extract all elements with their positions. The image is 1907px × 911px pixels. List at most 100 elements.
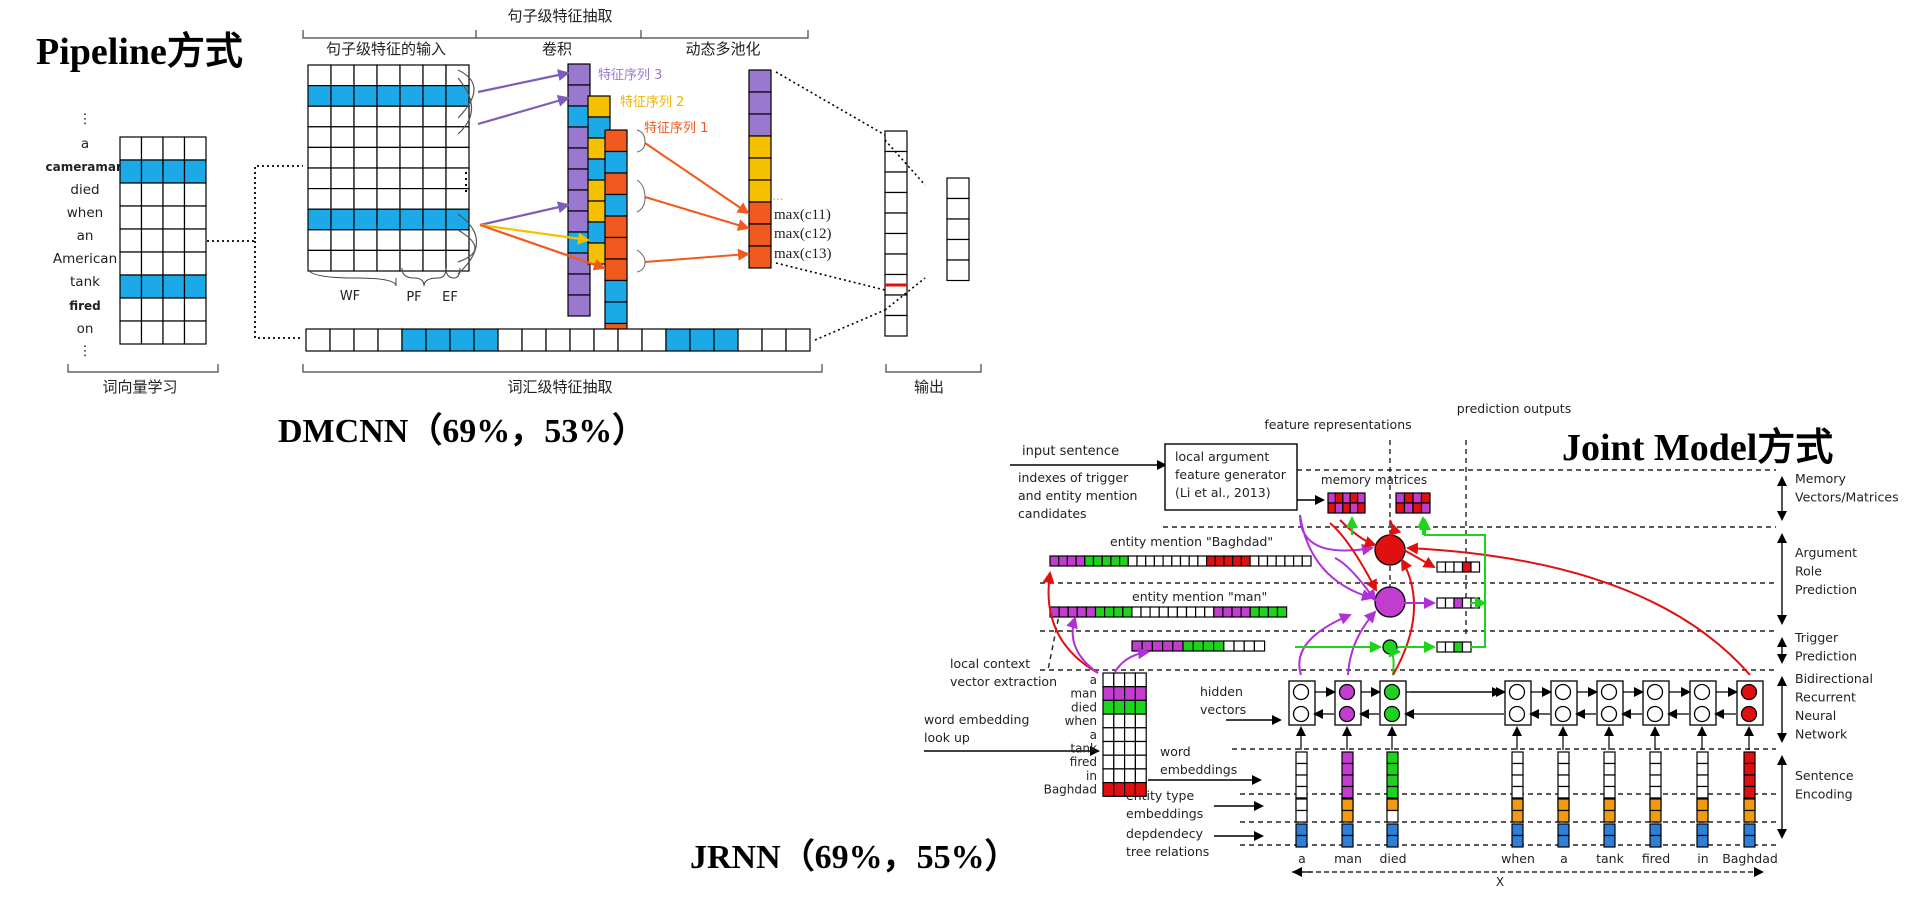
birnn-label-3: Network — [1795, 727, 1848, 742]
word-embeddings-line-1: word — [1160, 744, 1191, 759]
word-embedding-cell — [1295, 751, 1308, 765]
memory-matrix-cell — [1395, 502, 1406, 514]
input-feature-cell — [353, 126, 378, 149]
lexical-feature-label: 词汇级特征抽取 — [507, 378, 612, 396]
word-7: tank — [70, 274, 100, 290]
embedding-cell — [162, 228, 186, 253]
entity-baghdad-cell — [1284, 555, 1295, 567]
local-argument-box — [1164, 443, 1298, 511]
word-embedding-cell — [1603, 762, 1616, 776]
entity-baghdad-cell — [1101, 555, 1112, 567]
trigger-indexes-line-3: candidates — [1018, 506, 1087, 521]
memory-matrix-cell — [1327, 502, 1337, 514]
embed-word-8: Baghdad — [1044, 783, 1097, 797]
entity-baghdad-cell — [1136, 555, 1147, 567]
input-feature-cell — [399, 167, 424, 190]
entity-type-cell — [1295, 809, 1308, 823]
entity-man-label: entity mention "man" — [1132, 589, 1267, 604]
memory-matrix-cell — [1356, 492, 1366, 504]
embedding-cell — [183, 159, 207, 184]
entity-man-cell — [1131, 606, 1142, 618]
sentence-label-0: Sentence — [1795, 768, 1854, 783]
entity-man-cell — [1067, 606, 1078, 618]
prediction-outputs-label: prediction outputs — [1457, 401, 1571, 416]
jrnn-diagram: Memory Vectors/Matrices Argument Role Predic… — [924, 401, 1899, 889]
trigger-pred-cell — [1444, 641, 1455, 653]
pool-arrow-3 — [644, 248, 750, 263]
argument-node-baghdad — [1374, 534, 1406, 566]
trigger-pred-cell — [1461, 641, 1472, 653]
input-feature-cell — [307, 126, 332, 149]
entity-baghdad-cell — [1084, 555, 1095, 567]
entity-man-cell — [1149, 606, 1160, 618]
local-context-line-1: local context — [950, 656, 1030, 671]
entity-man-cell — [1276, 606, 1288, 618]
embedding-table-cell — [1102, 740, 1115, 756]
bottom-word-1: man — [1334, 851, 1362, 866]
dependency-cell — [1341, 834, 1354, 848]
input-feature-cell — [330, 188, 355, 210]
input-feature-cell — [399, 229, 424, 252]
word-1: a — [81, 136, 89, 152]
word-embeddings-line-2: embeddings — [1160, 762, 1237, 777]
lexical-cell — [425, 328, 451, 352]
entity-man-cell — [1176, 606, 1188, 618]
entity-baghdad-cell — [1066, 555, 1077, 567]
entity-type-cell — [1649, 798, 1662, 812]
word-embedding-cell — [1649, 774, 1662, 788]
word-vector-bracket — [67, 364, 219, 373]
embedding-cell — [183, 297, 207, 322]
lexical-cell — [665, 328, 691, 352]
word-4: when — [67, 205, 103, 221]
embedding-table-cell — [1134, 727, 1147, 743]
bottom-word-2: died — [1379, 851, 1406, 866]
memory-matrix-cell — [1403, 492, 1414, 504]
trigger-indexes-line-1: indexes of trigger — [1018, 470, 1129, 485]
max-label-c11: max(c11) — [774, 207, 831, 223]
input-feature-cell — [445, 146, 470, 169]
dmcnn-caption: DMCNN（69%，53%） — [278, 411, 646, 450]
embedding-cell — [183, 251, 207, 276]
word-embedding-cell — [1557, 751, 1570, 765]
joint-flow-arrow-17 — [1419, 518, 1486, 648]
embedding-table-cell — [1102, 768, 1115, 784]
output-dotted-connectors — [775, 71, 926, 341]
embedding-table-cell — [1123, 768, 1136, 784]
output-concat-cell — [884, 294, 908, 317]
input-feature-cell — [376, 167, 401, 190]
dependency-cell — [1603, 834, 1616, 848]
dmcnn-diagram: 句子级特征抽取 句子级特征的输入 卷积 动态多池化 ⋮ a cameraman die… — [45, 7, 982, 396]
word-embedding-cell — [1511, 762, 1524, 776]
embedding-table-cell — [1102, 699, 1115, 715]
embedding-cell — [162, 320, 186, 345]
embedding-cell — [140, 228, 164, 253]
entity-man-cell — [1231, 606, 1242, 618]
embedding-table-cell — [1102, 672, 1115, 688]
embedding-cell — [140, 251, 164, 276]
embedding-cell — [162, 251, 186, 276]
input-feature-cell — [422, 229, 447, 252]
feature-map-3-cell — [567, 63, 591, 86]
word-embedding-cell — [1557, 762, 1570, 776]
entity-type-cell — [1557, 809, 1570, 823]
sentence-label-1: Encoding — [1795, 787, 1853, 802]
backward-hidden-node — [1646, 705, 1664, 723]
output-concat-cell — [884, 130, 908, 153]
word-embedding-cell — [1386, 785, 1399, 799]
argument-pred-man-cell — [1461, 597, 1472, 609]
local-context-cell — [1212, 640, 1225, 652]
input-feature-cell — [307, 105, 332, 128]
input-feature-cell — [422, 249, 447, 272]
input-feature-cell — [445, 229, 470, 252]
memory-matrix-cell — [1342, 492, 1351, 504]
entity-man-cell — [1158, 606, 1169, 618]
entity-baghdad-cell — [1292, 555, 1303, 567]
wf-label: WF — [340, 289, 360, 304]
entity-type-cell — [1743, 809, 1756, 823]
input-feature-cell — [307, 146, 332, 169]
entity-baghdad-cell — [1075, 555, 1086, 567]
word-embedding-cell — [1341, 774, 1354, 788]
memory-matrix-cell — [1349, 502, 1359, 514]
input-header: 句子级特征的输入 — [326, 40, 446, 58]
feature-map-1-cell — [604, 279, 628, 303]
